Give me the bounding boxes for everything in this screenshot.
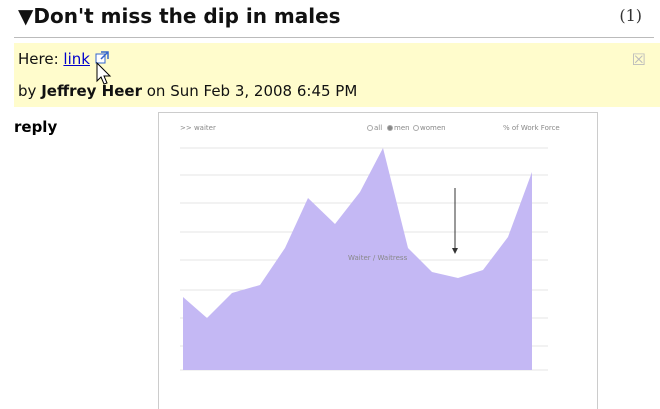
author[interactable]: Jeffrey Heer	[41, 82, 142, 100]
option-label[interactable]: women	[420, 124, 446, 132]
reply-link[interactable]: reply	[14, 118, 58, 136]
option-label[interactable]: men	[394, 124, 410, 132]
area	[183, 148, 532, 370]
comment-box	[14, 43, 660, 107]
by: by	[18, 82, 37, 100]
divider	[14, 37, 654, 38]
option-radio[interactable]	[387, 125, 393, 131]
external-icon[interactable]	[95, 51, 109, 65]
link[interactable]: link	[63, 50, 90, 68]
comment-count: (1)	[619, 6, 642, 25]
date: on Sun Feb 3, 2008 6:45 PM	[146, 82, 358, 100]
option-radio[interactable]	[413, 125, 419, 131]
prefix: Here:	[18, 50, 59, 68]
comment-text: Here: link	[18, 50, 109, 68]
cursor	[96, 62, 112, 85]
comment-meta: by Jeffrey Heer on Sun Feb 3, 2008 6:45 …	[18, 82, 357, 100]
embedded-chart: >> waiter all men women % of Work Force Wa…	[158, 112, 598, 409]
arrow-head	[452, 248, 458, 254]
close-button[interactable]: ☒	[631, 50, 646, 69]
collapse-arrow[interactable]: ▼	[18, 4, 34, 28]
option-label[interactable]: all	[374, 124, 382, 132]
post-title: Don't miss the dip in males	[33, 4, 341, 28]
breadcrumb: >> waiter	[180, 124, 216, 132]
area-label: Waiter / Waitress	[348, 254, 408, 262]
options: all men women	[367, 124, 446, 132]
measure[interactable]: % of Work Force	[503, 124, 560, 132]
option-radio[interactable]	[367, 125, 373, 131]
post-header[interactable]: ▼Don't miss the dip in males	[18, 4, 341, 28]
